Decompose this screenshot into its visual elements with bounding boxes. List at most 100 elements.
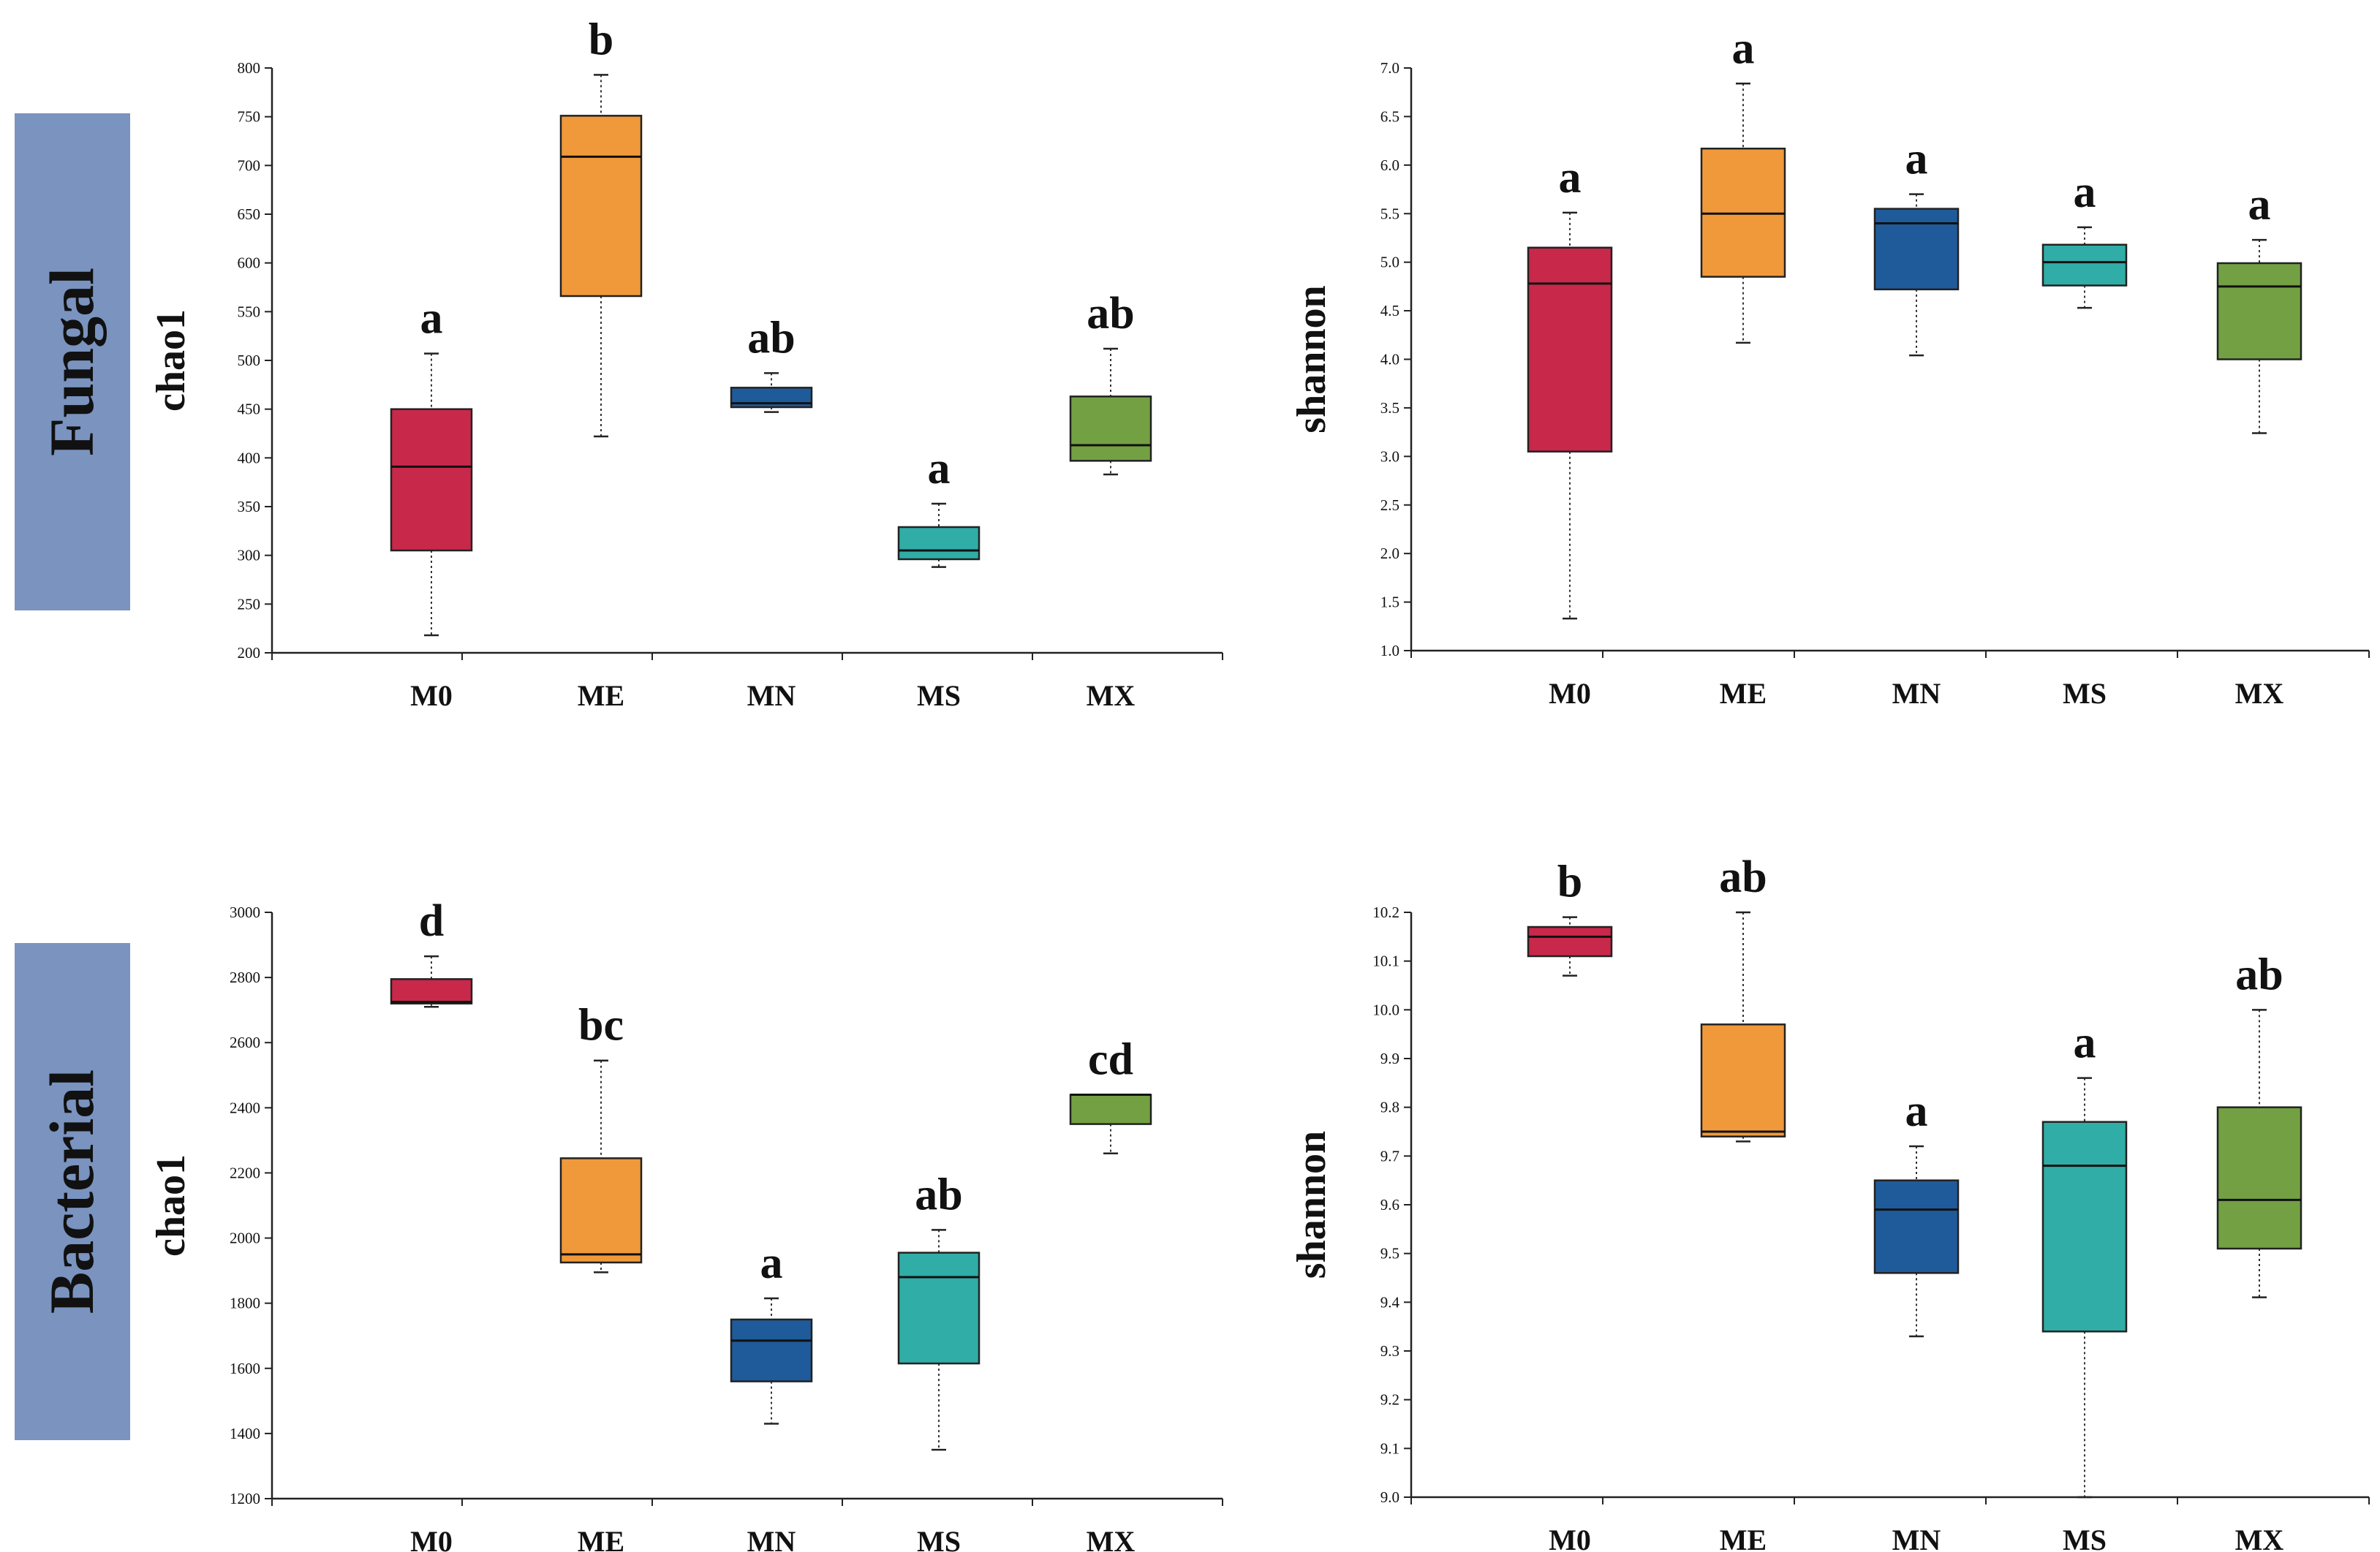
y-tick-label: 3000 bbox=[230, 904, 260, 921]
significance-letter: a bbox=[760, 1238, 783, 1288]
y-tick-label: 9.8 bbox=[1380, 1099, 1399, 1116]
box-me: bc ME bbox=[559, 1001, 643, 1552]
box-body bbox=[1873, 1179, 1960, 1274]
row-label-text: Bacterial bbox=[37, 1070, 107, 1314]
panel-fungal-chao1: 200 250 300 350 400 450 500 550 600 650 700 750 800 c… bbox=[148, 15, 1223, 712]
significance-letter: b bbox=[1557, 858, 1582, 907]
box-body bbox=[1873, 208, 1960, 291]
x-tick-label: M0 bbox=[410, 679, 453, 712]
y-tick-label: 1600 bbox=[230, 1360, 260, 1377]
y-tick-label: 350 bbox=[238, 498, 261, 515]
y-tick-label: 2800 bbox=[230, 969, 260, 986]
y-tick-label: 650 bbox=[238, 205, 261, 223]
box-body bbox=[1069, 1094, 1152, 1125]
box-m0: d M0 bbox=[390, 896, 473, 1552]
y-tick-label: 9.6 bbox=[1380, 1196, 1399, 1214]
x-tick-label: MX bbox=[2235, 677, 2284, 710]
y-tick-label: 9.2 bbox=[1380, 1391, 1399, 1409]
x-tick-label: MN bbox=[1892, 1523, 1941, 1552]
y-tick-label: 9.1 bbox=[1380, 1439, 1399, 1457]
y-tick-label: 3.5 bbox=[1380, 399, 1399, 417]
x-tick-label: ME bbox=[578, 1525, 624, 1552]
significance-letter: ab bbox=[915, 1170, 962, 1219]
x-tick-label: M0 bbox=[1549, 1523, 1591, 1552]
x-tick-label: MS bbox=[2063, 1523, 2107, 1552]
y-tick-label: 4.0 bbox=[1380, 351, 1399, 368]
x-tick-label: MX bbox=[1087, 679, 1136, 712]
y-tick-label: 7.0 bbox=[1380, 59, 1399, 77]
box-me: a ME bbox=[1700, 23, 1786, 710]
y-tick-label: 9.7 bbox=[1380, 1147, 1399, 1165]
box-ms: a MS bbox=[897, 444, 981, 712]
significance-letter: ab bbox=[1087, 289, 1134, 338]
row-label-bacterial: Bacterial bbox=[15, 943, 130, 1440]
panel-bacterial-shannon: 9.0 9.1 9.2 9.3 9.4 9.5 9.6 9.7 9.8 9.9 10.0 10.1 10… bbox=[1289, 852, 2370, 1552]
x-tick-label: ME bbox=[1720, 677, 1767, 710]
significance-letter: a bbox=[1732, 23, 1755, 73]
y-tick-label: 6.5 bbox=[1380, 107, 1399, 125]
box-m0: b M0 bbox=[1527, 858, 1613, 1552]
x-tick-label: MS bbox=[2063, 677, 2107, 710]
box-mx: a MX bbox=[2216, 180, 2302, 710]
x-tick-label: MX bbox=[2235, 1523, 2284, 1552]
box-mx: ab MX bbox=[1069, 289, 1152, 712]
box-mn: a MN bbox=[1873, 1086, 1960, 1552]
significance-letter: a bbox=[1559, 153, 1582, 202]
x-tick-label: MX bbox=[1087, 1525, 1136, 1552]
y-tick-label: 2.5 bbox=[1380, 496, 1399, 514]
y-tick-label: 400 bbox=[238, 449, 261, 466]
y-tick-label: 2000 bbox=[230, 1230, 260, 1247]
y-tick-label: 2.0 bbox=[1380, 545, 1399, 562]
y-tick-label: 700 bbox=[238, 156, 261, 174]
box-body bbox=[390, 978, 473, 1005]
box-body bbox=[2216, 1106, 2302, 1250]
y-tick-label: 1400 bbox=[230, 1425, 260, 1442]
x-tick-label: MN bbox=[1892, 677, 1941, 710]
box-body bbox=[897, 1252, 981, 1365]
significance-letter: a bbox=[420, 294, 443, 344]
y-tick-label: 2600 bbox=[230, 1034, 260, 1051]
box-m0: a M0 bbox=[390, 294, 473, 712]
panel-fungal-shannon: 1.0 1.5 2.0 2.5 3.0 3.5 4.0 4.5 5.0 5.5 6.0 6.5 7.0 s… bbox=[1289, 23, 2370, 710]
box-body bbox=[1700, 1023, 1786, 1137]
significance-letter: a bbox=[2248, 180, 2271, 230]
y-tick-label: 2400 bbox=[230, 1099, 260, 1116]
y-axis-label: chao1 bbox=[148, 1154, 194, 1257]
y-tick-label: 800 bbox=[238, 59, 261, 77]
x-tick-label: M0 bbox=[1549, 677, 1591, 710]
y-tick-label: 10.2 bbox=[1372, 904, 1399, 921]
y-tick-label: 6.0 bbox=[1380, 156, 1399, 174]
box-mn: ab MN bbox=[730, 313, 813, 712]
box-body bbox=[2041, 1121, 2128, 1333]
x-tick-label: ME bbox=[1720, 1523, 1767, 1552]
y-tick-label: 450 bbox=[238, 401, 261, 418]
significance-letter: cd bbox=[1088, 1035, 1133, 1085]
box-body bbox=[2216, 262, 2302, 360]
x-tick-label: MN bbox=[747, 1525, 796, 1552]
row-label-fungal: Fungal bbox=[15, 113, 130, 610]
significance-letter: a bbox=[928, 444, 951, 493]
significance-letter: a bbox=[2074, 167, 2096, 217]
box-mn: a MN bbox=[1873, 135, 1960, 710]
significance-letter: ab bbox=[1719, 852, 1767, 902]
y-tick-label: 9.0 bbox=[1380, 1488, 1399, 1506]
y-axis-label: shannon bbox=[1289, 285, 1334, 433]
box-body bbox=[390, 408, 473, 552]
y-axis-label: shannon bbox=[1289, 1131, 1334, 1279]
box-mn: a MN bbox=[730, 1238, 813, 1552]
panel-bacterial-chao1: 1200 1400 1600 1800 2000 2200 2400 2600 2800 3000… bbox=[148, 896, 1223, 1552]
y-tick-label: 10.0 bbox=[1372, 1001, 1399, 1018]
y-tick-label: 4.5 bbox=[1380, 302, 1399, 319]
box-body bbox=[730, 1318, 813, 1382]
y-tick-label: 750 bbox=[238, 108, 261, 126]
significance-letter: d bbox=[419, 896, 444, 946]
box-body bbox=[1527, 925, 1613, 958]
x-tick-label: MS bbox=[917, 679, 961, 712]
row-label-band bbox=[15, 943, 130, 1440]
y-tick-label: 9.3 bbox=[1380, 1342, 1399, 1360]
x-tick-label: M0 bbox=[410, 1525, 453, 1552]
y-tick-label: 9.9 bbox=[1380, 1050, 1399, 1067]
row-label-band bbox=[15, 113, 130, 610]
y-tick-label: 1.5 bbox=[1380, 594, 1399, 611]
